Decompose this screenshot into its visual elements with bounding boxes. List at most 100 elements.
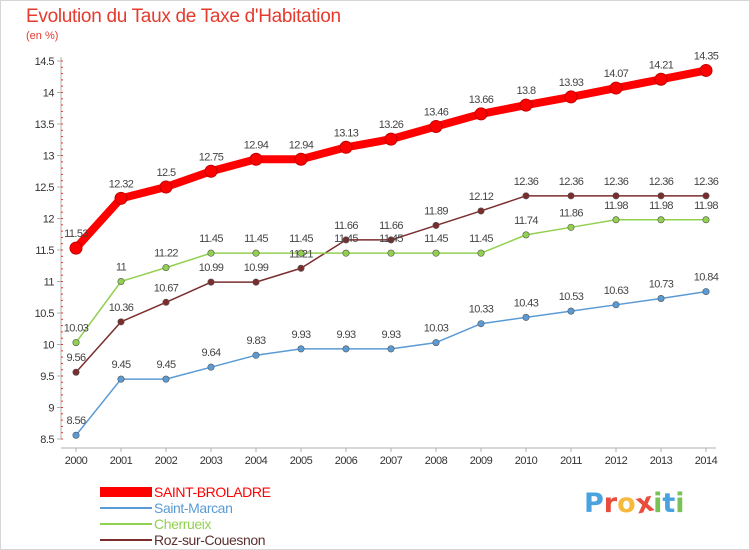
data-point — [432, 339, 440, 347]
data-label: 10.84 — [694, 272, 719, 284]
data-point — [72, 368, 80, 376]
y-tick-label: 12 — [43, 214, 55, 226]
legend-swatch — [100, 539, 152, 541]
data-label: 10.99 — [244, 262, 269, 274]
data-point — [612, 192, 620, 200]
data-label: 11.45 — [199, 233, 223, 245]
x-tick-label: 2010 — [515, 455, 538, 467]
data-point — [207, 363, 215, 371]
legend-swatch — [100, 523, 152, 525]
data-label: 12.75 — [199, 151, 224, 163]
x-tick-label: 2005 — [290, 455, 313, 467]
data-point — [477, 207, 485, 215]
legend-swatch — [100, 487, 152, 497]
data-label: 14.35 — [694, 50, 719, 62]
data-point — [159, 180, 173, 194]
data-point — [72, 339, 80, 347]
logo-letter: i — [653, 488, 663, 519]
data-label: 13.93 — [559, 77, 584, 89]
data-label: 11.89 — [424, 205, 448, 217]
y-tick-label: 13.5 — [35, 119, 55, 131]
x-tick-label: 2011 — [560, 455, 582, 467]
data-label: 10.99 — [199, 262, 224, 274]
x-tick-label: 2008 — [425, 455, 448, 467]
data-label: 9.93 — [291, 329, 310, 341]
data-point — [477, 320, 485, 328]
data-label: 11.98 — [604, 200, 628, 212]
data-label: 10.03 — [64, 323, 89, 335]
data-label: 10.63 — [604, 285, 629, 297]
data-label: 11.22 — [154, 248, 178, 260]
data-point — [387, 236, 395, 244]
data-point — [252, 249, 260, 257]
data-point — [612, 216, 620, 224]
legend-label: Saint-Marcan — [154, 500, 233, 516]
data-label: 11.98 — [649, 200, 673, 212]
data-label: 11.45 — [424, 233, 448, 245]
data-point — [702, 192, 710, 200]
legend-item-saint-broladre: SAINT-BROLADRE — [100, 484, 360, 500]
data-point — [522, 231, 530, 239]
data-label: 10.67 — [154, 282, 179, 294]
x-tick-label: 2014 — [695, 455, 718, 467]
data-point — [207, 249, 215, 257]
data-label: 10.43 — [514, 297, 539, 309]
data-label: 8.56 — [66, 415, 85, 427]
data-point — [294, 152, 308, 166]
data-point — [609, 81, 623, 95]
data-point — [657, 192, 665, 200]
chart-legend: SAINT-BROLADRE Saint-Marcan Cherrueix Ro… — [100, 484, 360, 548]
logo-letter: o — [617, 488, 636, 519]
data-point — [522, 192, 530, 200]
data-point — [567, 307, 575, 315]
proxiti-logo: Proxiti — [584, 487, 685, 521]
x-tick-label: 2013 — [650, 455, 673, 467]
y-tick-label: 9.5 — [40, 371, 54, 383]
data-point — [249, 152, 263, 166]
data-point — [162, 264, 170, 272]
x-tick-label: 2001 — [110, 455, 133, 467]
data-label: 11.86 — [559, 207, 583, 219]
data-point — [564, 90, 578, 104]
legend-item-cherrueix: Cherrueix — [100, 516, 360, 532]
data-label: 14.07 — [604, 68, 629, 80]
data-point — [702, 288, 710, 296]
data-point — [702, 216, 710, 224]
data-label: 10.03 — [424, 323, 449, 335]
legend-swatch — [100, 507, 152, 509]
data-point — [207, 278, 215, 286]
data-point — [654, 72, 668, 86]
data-point — [519, 98, 533, 112]
y-tick-label: 14 — [43, 88, 55, 100]
y-tick-label: 14.5 — [35, 56, 55, 68]
data-label: 10.36 — [109, 302, 134, 314]
chart-subtitle: (en %) — [26, 30, 59, 42]
x-tick-label: 2004 — [245, 455, 268, 467]
data-point — [384, 132, 398, 146]
x-tick-label: 2009 — [470, 455, 493, 467]
data-label: 13.46 — [424, 107, 449, 119]
data-label: 11.66 — [379, 220, 403, 232]
data-point — [162, 375, 170, 383]
data-label: 11.45 — [469, 233, 493, 245]
legend-item-saint-marcan: Saint-Marcan — [100, 500, 360, 516]
data-label: 12.94 — [289, 139, 314, 151]
data-point — [387, 249, 395, 257]
data-point — [699, 63, 713, 77]
data-point — [297, 264, 305, 272]
data-label: 12.36 — [694, 176, 719, 188]
data-label: 13.8 — [516, 85, 535, 97]
data-point — [204, 164, 218, 178]
data-label: 11.53 — [64, 228, 88, 240]
data-label: 12.32 — [109, 178, 134, 190]
data-label: 11.45 — [244, 233, 268, 245]
data-point — [297, 249, 305, 257]
x-tick-label: 2000 — [65, 455, 88, 467]
data-label: 14.21 — [649, 59, 674, 71]
data-point — [567, 223, 575, 231]
data-label: 12.36 — [559, 176, 584, 188]
data-point — [297, 345, 305, 353]
data-label: 9.93 — [336, 329, 355, 341]
data-label: 11.21 — [289, 248, 313, 260]
data-label: 10.33 — [469, 304, 494, 316]
